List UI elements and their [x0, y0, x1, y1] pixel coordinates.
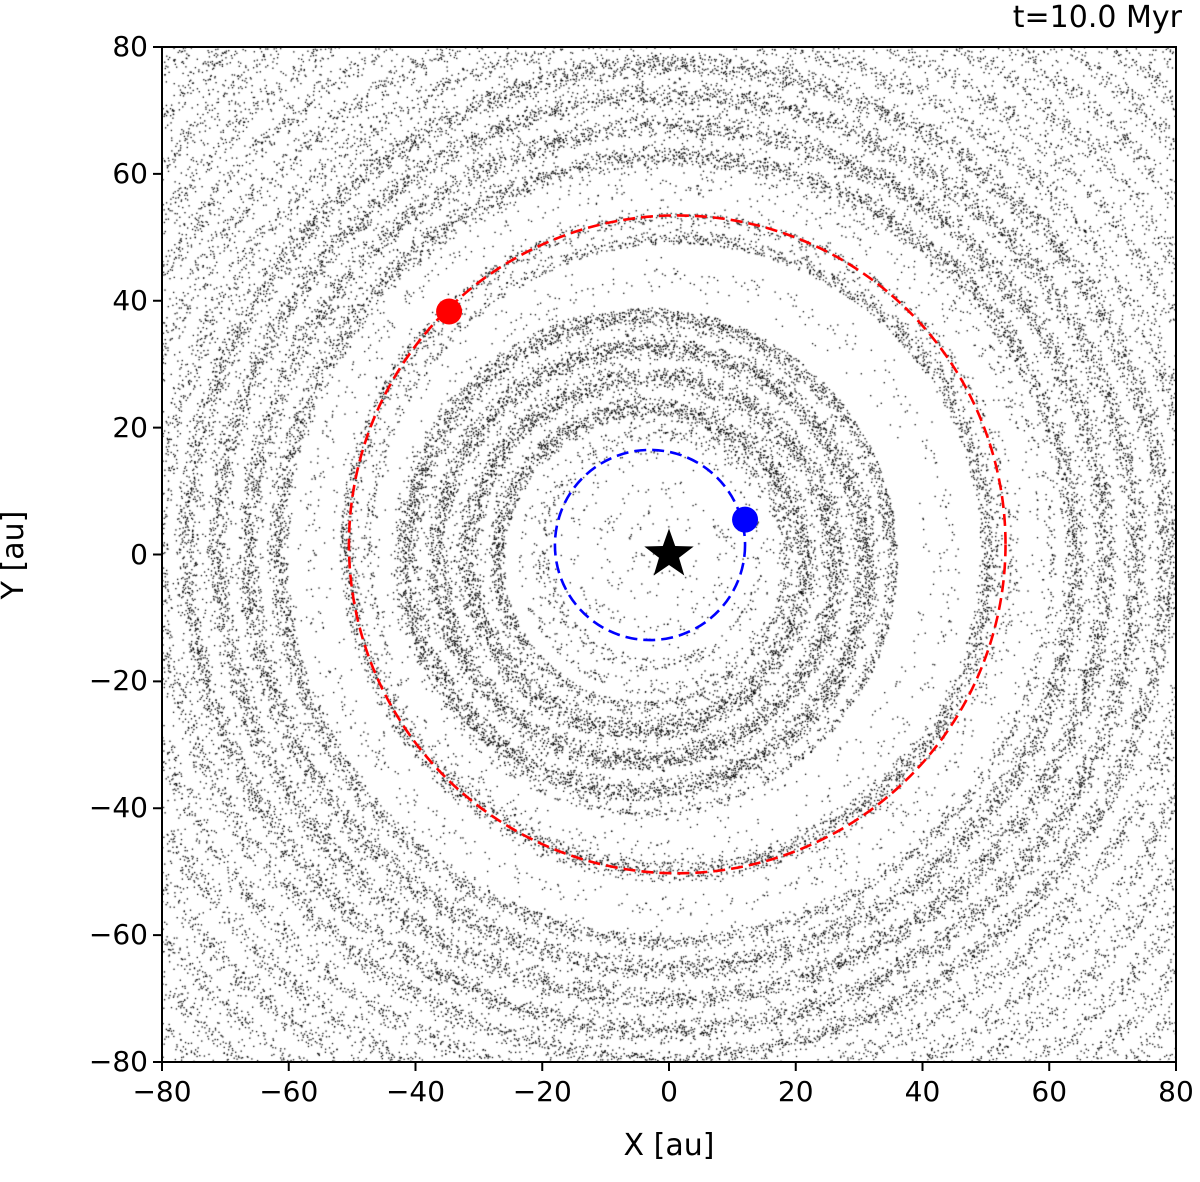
- outer-orbit-path: [347, 214, 1007, 875]
- inner-orbit-path: [553, 448, 747, 642]
- x-tick-label: −80: [132, 1075, 192, 1108]
- x-axis-label: X [au]: [623, 1128, 715, 1163]
- x-tick-label: 40: [904, 1075, 941, 1108]
- y-tick-label: −60: [88, 918, 148, 952]
- x-tick-label: 80: [1158, 1075, 1194, 1108]
- x-tick-label: −60: [259, 1075, 319, 1108]
- y-tick-label: −80: [88, 1045, 148, 1078]
- y-tick-label: 20: [112, 410, 148, 444]
- y-tick-label: 40: [112, 283, 148, 317]
- y-tick-label: −20: [88, 664, 148, 698]
- inner-planet-marker: [732, 506, 759, 533]
- y-axis-label: Y [au]: [0, 510, 31, 600]
- outer-planet-marker: [436, 298, 463, 325]
- y-tick-label: 60: [112, 156, 148, 190]
- star-icon: [644, 528, 694, 576]
- x-tick-label: 20: [777, 1075, 814, 1108]
- x-tick-label: 0: [660, 1075, 678, 1108]
- y-tick-label: 80: [112, 30, 148, 63]
- chart-title: t=10.0 Myr: [1012, 0, 1182, 35]
- y-tick-label: 0: [130, 537, 148, 571]
- y-tick-label: −40: [88, 791, 148, 825]
- x-tick-label: −20: [512, 1075, 572, 1108]
- x-tick-label: 60: [1031, 1075, 1068, 1108]
- x-tick-label: −40: [385, 1075, 446, 1108]
